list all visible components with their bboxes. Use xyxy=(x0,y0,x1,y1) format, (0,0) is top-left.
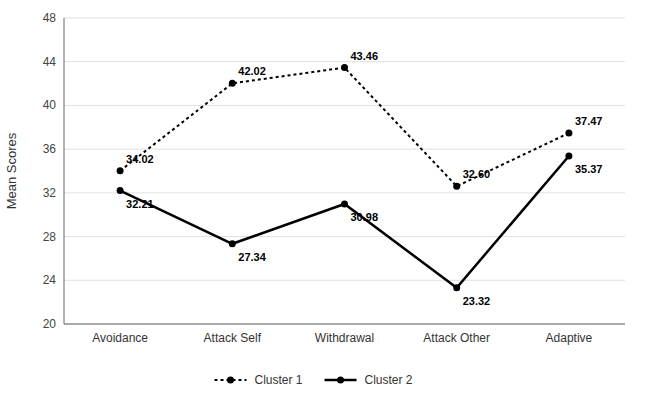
data-label: 32.21 xyxy=(126,198,154,210)
grid-line xyxy=(64,324,625,325)
y-tick-label: 44 xyxy=(43,55,57,69)
y-tick-label: 40 xyxy=(43,98,57,112)
grid xyxy=(64,18,625,324)
data-label: 34.02 xyxy=(126,153,154,165)
data-label: 27.34 xyxy=(238,251,266,263)
data-label: 35.37 xyxy=(575,163,603,175)
series-line xyxy=(120,68,569,187)
data-label: 32.60 xyxy=(463,168,491,180)
point-marker xyxy=(341,201,348,208)
data-labels: 34.02 42.02 43.46 32.60 37.47 32.21 27.34 30.98… xyxy=(126,50,602,307)
legend-marker xyxy=(227,377,234,384)
data-label: 23.32 xyxy=(463,295,491,307)
legend-marker xyxy=(337,377,344,384)
y-axis-line xyxy=(64,18,65,324)
x-tick-label: Attack Other xyxy=(423,331,490,345)
marks xyxy=(117,64,573,291)
legend-label: Cluster 2 xyxy=(365,373,413,387)
chart-container: 20 24 28 32 36 40 44 48 Avoidance Attack Self With… xyxy=(0,0,649,398)
grid-line xyxy=(64,61,625,62)
grid-line xyxy=(64,105,625,106)
x-tick-label: Withdrawal xyxy=(315,331,374,345)
y-tick-label: 32 xyxy=(43,186,57,200)
x-tick-label: Avoidance xyxy=(92,331,148,345)
y-tick-label: 36 xyxy=(43,142,57,156)
data-label: 43.46 xyxy=(351,50,379,62)
y-axis-label: Mean Scores xyxy=(4,132,19,209)
grid-line xyxy=(64,18,625,19)
point-marker xyxy=(453,183,460,190)
point-marker xyxy=(565,153,572,160)
point-marker xyxy=(229,80,236,87)
series-line xyxy=(120,156,569,288)
x-tick-label: Adaptive xyxy=(546,331,593,345)
point-marker xyxy=(117,187,124,194)
grid-line xyxy=(64,149,625,150)
legend-label: Cluster 1 xyxy=(255,373,303,387)
y-tick-label: 48 xyxy=(43,11,57,25)
chart-svg: 20 24 28 32 36 40 44 48 Avoidance Attack Self With… xyxy=(0,0,649,398)
grid-line xyxy=(64,280,625,281)
point-marker xyxy=(229,240,236,247)
grid-line xyxy=(64,236,625,237)
x-axis-line xyxy=(64,324,625,325)
y-tick-label: 20 xyxy=(43,317,57,331)
data-label: 37.47 xyxy=(575,115,603,127)
data-label: 30.98 xyxy=(351,211,379,223)
point-marker xyxy=(117,167,124,174)
point-marker xyxy=(565,130,572,137)
x-tick-label: Attack Self xyxy=(204,331,262,345)
point-marker xyxy=(453,284,460,291)
point-marker xyxy=(341,64,348,71)
legend: Cluster 1 Cluster 2 xyxy=(215,373,413,387)
y-tick-label: 28 xyxy=(43,230,57,244)
grid-line xyxy=(64,192,625,193)
y-tick-label: 24 xyxy=(43,273,57,287)
data-label: 42.02 xyxy=(238,65,266,77)
